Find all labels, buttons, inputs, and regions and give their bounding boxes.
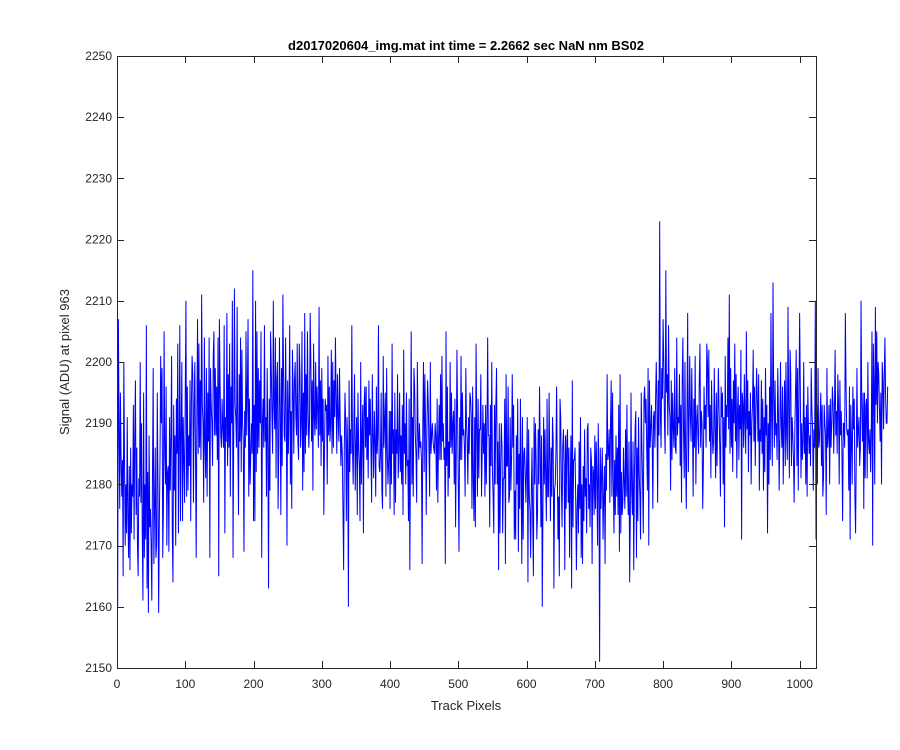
y-tick-label: 2190 (85, 416, 112, 430)
y-tick-label: 2170 (85, 539, 112, 553)
y-tick-label: 2220 (85, 233, 112, 247)
y-tick-label: 2210 (85, 294, 112, 308)
plot-area (117, 56, 816, 668)
x-tick-label: 1000 (786, 677, 813, 691)
y-tick-label: 2150 (85, 661, 112, 675)
x-tick-label: 100 (175, 677, 195, 691)
y-tick-label: 2250 (85, 49, 112, 63)
x-tick-label: 0 (114, 677, 121, 691)
x-tick-label: 500 (448, 677, 468, 691)
plot-series-group (117, 221, 889, 662)
x-tick-label: 300 (312, 677, 332, 691)
ticks-group: 0 100 200 300 400 500 600 700 800 900 1000 2150 2160… (85, 49, 816, 691)
x-tick-label: 600 (517, 677, 537, 691)
y-tick-label: 2160 (85, 600, 112, 614)
chart-title: d2017020604_img.mat int time = 2.2662 se… (288, 38, 644, 53)
y-axis-label: Signal (ADU) at pixel 963 (57, 289, 72, 435)
x-axis-label: Track Pixels (431, 698, 502, 713)
y-tick-label: 2230 (85, 171, 112, 185)
y-tick-label: 2200 (85, 355, 112, 369)
y-tick-label: 2180 (85, 477, 112, 491)
x-tick-label: 400 (380, 677, 400, 691)
x-tick-label: 700 (585, 677, 605, 691)
x-tick-label: 800 (653, 677, 673, 691)
x-tick-label: 900 (721, 677, 741, 691)
y-tick-label: 2240 (85, 110, 112, 124)
series-line (117, 221, 889, 662)
x-tick-label: 200 (244, 677, 264, 691)
